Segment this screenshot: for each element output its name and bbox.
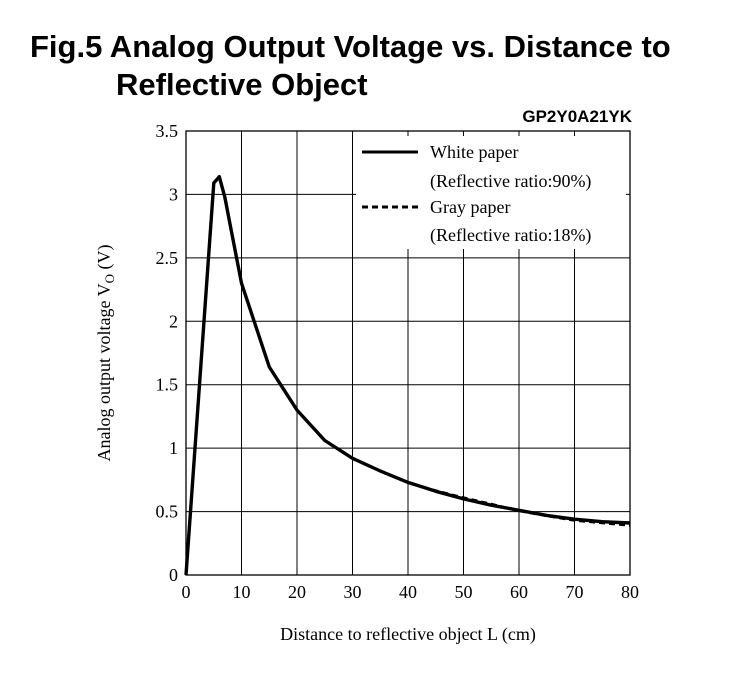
figure-title-line2: Reflective Object	[116, 67, 368, 102]
legend-sublabel-gray-paper: (Reflective ratio:18%)	[430, 225, 591, 246]
y-tick-label: 3.5	[156, 121, 179, 141]
y-tick-label: 0.5	[156, 502, 179, 522]
y-tick-label: 3	[169, 184, 178, 204]
legend-label-white-paper: White paper	[430, 142, 518, 162]
tick-labels: 0 10 20 30 40 50 60 70 80 0 0.5 1 1.5 2 2.5 3 3.5	[156, 121, 640, 602]
y-axis-label-unit: (V)	[94, 244, 115, 274]
series-line-gray-paper	[184, 175, 631, 576]
y-tick-label: 1	[169, 438, 178, 458]
y-tick-label: 2	[169, 311, 178, 331]
legend-sublabel-white-paper: (Reflective ratio:90%)	[430, 171, 591, 192]
plot-frame	[185, 130, 631, 576]
y-tick-label: 1.5	[156, 375, 179, 395]
x-tick-label: 60	[510, 582, 528, 602]
x-tick-label: 20	[288, 582, 306, 602]
x-tick-label: 0	[182, 582, 191, 602]
x-tick-label: 30	[344, 582, 362, 602]
figure-title-line1: Fig.5 Analog Output Voltage vs. Distance…	[30, 29, 671, 64]
y-axis-label-main: Analog output voltage V	[94, 283, 114, 461]
figure-title: Fig.5 Analog Output Voltage vs. Distance…	[30, 28, 750, 104]
legend-label-gray-paper: Gray paper	[430, 197, 510, 217]
x-tick-label: 10	[233, 582, 251, 602]
y-tick-label: 2.5	[156, 248, 179, 268]
y-axis-label: Analog output voltage VO (V)	[94, 244, 117, 461]
y-tick-label: 0	[169, 565, 178, 585]
series-lines	[184, 174, 631, 576]
legend-background	[356, 136, 626, 249]
model-number: GP2Y0A21YK	[522, 107, 632, 126]
x-tick-label: 70	[566, 582, 584, 602]
y-axis-label-subscript: O	[102, 274, 117, 283]
legend: White paper (Reflective ratio:90%) Gray …	[356, 136, 626, 249]
x-tick-label: 40	[399, 582, 417, 602]
x-tick-label: 50	[455, 582, 473, 602]
x-tick-label: 80	[621, 582, 639, 602]
x-axis-label: Distance to reflective object L (cm)	[280, 624, 536, 645]
